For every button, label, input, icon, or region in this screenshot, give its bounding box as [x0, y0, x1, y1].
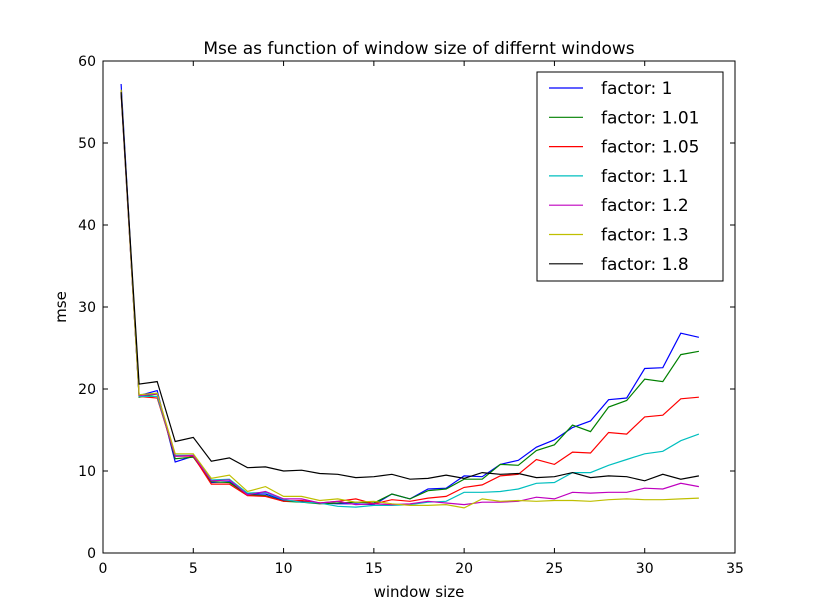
x-tick-label: 10 [275, 561, 293, 577]
series-line-5 [120, 89, 699, 509]
y-tick-label: 10 [78, 464, 96, 480]
legend-label-1: factor: 1.01 [601, 108, 700, 128]
legend-label-3: factor: 1.1 [601, 167, 689, 187]
y-tick-label: 20 [78, 382, 96, 398]
y-tick-label: 0 [87, 546, 96, 562]
series-line-6 [120, 92, 700, 482]
x-tick-label: 15 [365, 561, 383, 577]
y-tick-label: 60 [78, 54, 96, 70]
legend: factor: 1 factor: 1.01 factor: 1.05 factor:… [536, 71, 724, 282]
x-tick-label: 25 [546, 561, 564, 577]
y-tick-label: 30 [78, 300, 96, 316]
series-layer [120, 83, 700, 509]
series-line-3 [120, 92, 700, 508]
ticks-layer: 0 5 10 15 20 25 30 35 0 10 20 30 40 50 60 [78, 54, 744, 577]
legend-box [536, 71, 724, 282]
series-line-4 [120, 91, 700, 506]
series-line-1 [120, 90, 700, 505]
y-axis-label: mse [52, 291, 70, 323]
series-line-2 [120, 93, 699, 505]
x-tick-label: 0 [99, 561, 108, 577]
chart-title: Mse as function of window size of differ… [203, 39, 634, 59]
x-axis-label: window size [374, 583, 465, 601]
legend-label-5: factor: 1.3 [601, 226, 689, 246]
legend-label-0: factor: 1 [601, 79, 672, 99]
legend-label-2: factor: 1.05 [601, 138, 700, 158]
legend-label-6: factor: 1.8 [601, 255, 689, 275]
x-tick-label: 30 [636, 561, 654, 577]
legend-label-4: factor: 1.2 [601, 196, 689, 216]
x-tick-label: 5 [189, 561, 198, 577]
y-tick-label: 40 [78, 218, 96, 234]
x-tick-label: 35 [726, 561, 744, 577]
y-tick-label: 50 [78, 136, 96, 152]
x-tick-label: 20 [455, 561, 473, 577]
